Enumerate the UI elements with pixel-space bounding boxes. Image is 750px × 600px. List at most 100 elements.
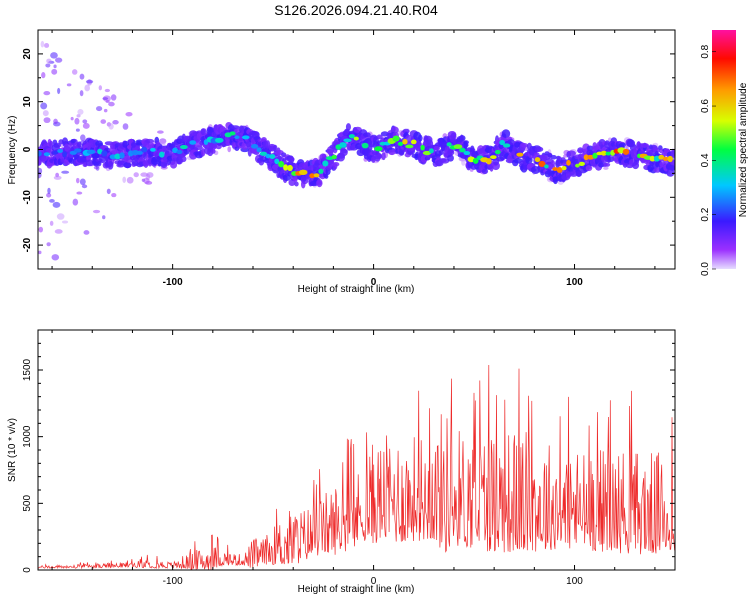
spectrogram-noise-cell: [100, 119, 107, 124]
spectrogram-ridge-cell: [410, 139, 417, 145]
spectrogram-ridge-cell: [538, 160, 546, 168]
spectrogram-noise-cell: [75, 128, 80, 132]
spectrogram-ridge-cell: [62, 151, 67, 158]
spectrogram-band-cell: [567, 150, 576, 157]
spectrogram-y-tick-label: 0: [22, 146, 33, 152]
spectrogram-noise-cell: [82, 122, 90, 129]
spectrogram-y-tick-label: -20: [22, 237, 33, 252]
spectrogram-ridge-cell: [459, 147, 466, 153]
spectrogram-noise-cell: [79, 90, 84, 97]
spectrogram-noise-cell: [76, 177, 80, 184]
spectrogram-ridge-cell: [176, 149, 183, 155]
spectrogram-ridge-cell: [353, 136, 359, 141]
spectrogram-x-tick-label: 100: [566, 277, 583, 288]
spectrogram-band-cell: [669, 164, 675, 171]
spectrogram-noise-cell: [95, 106, 103, 112]
spectrogram-ridge-cell: [256, 147, 262, 153]
spectrogram-ridge-cell: [486, 158, 492, 165]
spectrogram-noise-cell: [52, 201, 61, 208]
spectrogram-band-cell: [603, 162, 611, 167]
spectrogram-ridge-cell: [472, 158, 479, 164]
spectrogram-noise-cell: [46, 58, 52, 64]
spectrogram-ridge-cell: [622, 148, 630, 155]
spectrogram-ridge-cell: [446, 142, 452, 147]
spectrogram-band-cell: [170, 161, 178, 169]
spectrogram-noise-cell: [42, 110, 49, 117]
spectrogram-ridge-cell: [544, 164, 549, 169]
spectrogram-band-cell: [381, 152, 386, 161]
spectrogram-noise-cell: [125, 112, 133, 117]
spectrogram-ridge-cell: [97, 148, 103, 155]
spectrogram-ridge-cell: [269, 154, 276, 159]
snr-x-tick-label: -100: [163, 576, 183, 587]
spectrogram-noise-cell: [45, 63, 51, 68]
spectrogram-band-cell: [123, 161, 132, 169]
spectrogram-noise-cell: [126, 176, 134, 184]
snr-y-axis-label: SNR (10 * v/v): [7, 418, 18, 482]
spectrogram-band-cell: [632, 161, 640, 170]
spectrogram-ridge-cell: [140, 146, 148, 153]
snr-panel: -100 0 100 0 500 1000 1500 Height of straight…: [7, 329, 676, 595]
spectrogram-noise-cell: [49, 220, 54, 226]
spectrogram-ridge-cell: [309, 173, 315, 179]
spectrogram-band-cell: [418, 134, 423, 142]
spectrogram-ridge-cell: [241, 135, 250, 140]
spectrogram-band-cell: [450, 132, 457, 140]
spectrogram-band-cell: [459, 134, 464, 144]
spectrogram-ridge-cell: [348, 134, 355, 139]
spectrogram-ridge-cell: [420, 144, 425, 151]
spectrogram-noise-cell: [111, 193, 117, 198]
snr-y-tick-label: 500: [22, 495, 33, 512]
spectrogram-band-cell: [481, 168, 489, 175]
spectrogram-ridge-cell: [600, 150, 608, 156]
spectrogram-band-cell: [440, 158, 450, 164]
spectrogram-band-cell: [107, 160, 114, 170]
spectrogram-ridge-cell: [534, 157, 541, 163]
spectrogram-ridge-cell: [592, 152, 598, 159]
spectrogram-ridge-cell: [566, 159, 571, 166]
spectrogram-band-cell: [520, 142, 529, 148]
spectrogram-ridge-cell: [234, 135, 240, 140]
snr-series-line: [38, 364, 675, 570]
spectrogram-band-cell: [210, 148, 216, 154]
spectrogram-ridge-cell: [392, 135, 400, 142]
colorbar-tick-label: 0.4: [700, 153, 711, 167]
spectrogram-ridge-cell: [159, 151, 165, 158]
spectrogram-ridge-cell: [322, 160, 329, 167]
spectrogram-noise-cell: [61, 170, 70, 174]
spectrogram-noise-cell: [92, 209, 101, 214]
spectrogram-ridge-cell: [73, 148, 82, 153]
spectrogram-y-axis-label: Frequency (Hz): [7, 116, 18, 185]
spectrogram-noise-cell: [102, 97, 109, 101]
spectrogram-noise-cell: [46, 242, 51, 247]
spectrogram-band-cell: [180, 155, 187, 163]
snr-y-tick-label: 0: [22, 567, 33, 573]
snr-line-clip: [38, 364, 675, 570]
colorbar-tick-label: 0.2: [700, 207, 711, 221]
spectrogram-noise-cell: [110, 94, 117, 101]
spectrogram-noise-cell: [66, 83, 72, 87]
spectrogram-ridge-cell: [343, 138, 352, 143]
spectrogram-ridge-cell: [265, 153, 271, 159]
spectrogram-band-cell: [463, 140, 469, 145]
spectrogram-noise-cell: [81, 184, 88, 189]
spectrogram-band-cell: [273, 144, 278, 153]
spectrogram-band-cell: [402, 128, 410, 134]
spectrogram-ridge-cell: [43, 152, 50, 157]
spectrogram-y-tick-label: 10: [22, 96, 33, 108]
spectrogram-band-cell: [586, 145, 594, 151]
spectrogram-ridge-cell: [405, 144, 414, 149]
spectrogram-ridge-cell: [331, 154, 337, 160]
spectrogram-ridge-cell: [179, 144, 188, 150]
spectrogram-ridge-cell: [397, 141, 404, 147]
spectrogram-noise-cell: [72, 198, 79, 206]
colorbar-ticks: 0.0 0.2 0.4 0.6 0.8: [700, 44, 716, 276]
spectrogram-noise-cell: [83, 230, 90, 235]
spectrogram-noise-cell: [57, 87, 61, 95]
spectrogram-ridge-cell: [229, 131, 236, 136]
spectrogram-noise-cell: [38, 250, 42, 255]
spectrogram-ridge-cell: [38, 150, 42, 157]
spectrogram-band-cell: [653, 147, 661, 154]
spectrogram-x-tick-label: -100: [163, 277, 183, 288]
